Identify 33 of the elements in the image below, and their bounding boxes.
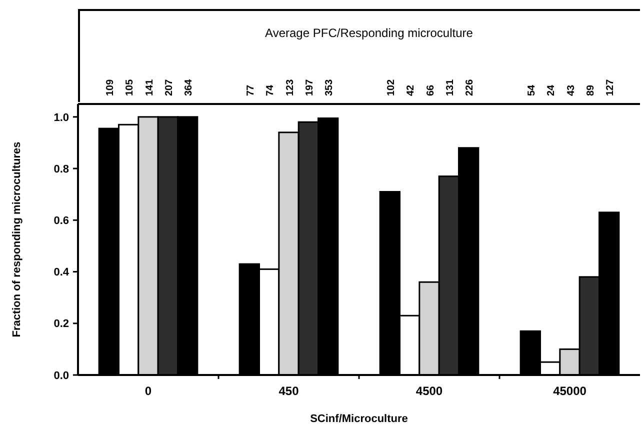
y-tick-label: 0.2 bbox=[54, 318, 69, 330]
text: 42 bbox=[406, 84, 417, 96]
text: 353 bbox=[324, 78, 336, 96]
text: Average PFC/Responding microculture bbox=[265, 26, 474, 40]
y-axis-title: Fraction of responding microcultures bbox=[11, 142, 23, 338]
text: 123 bbox=[284, 78, 296, 96]
text: 43 bbox=[566, 84, 577, 96]
text: 207 bbox=[164, 78, 175, 96]
text: 109 bbox=[104, 78, 116, 96]
x-tick-label: 450 bbox=[278, 384, 300, 398]
text: 54 bbox=[526, 84, 538, 96]
text: 364 bbox=[184, 78, 195, 96]
y-tick-label: 1.0 bbox=[54, 112, 69, 124]
text: 141 bbox=[144, 78, 156, 96]
y-tick-label: 0.4 bbox=[54, 266, 70, 279]
x-tick-label: 4500 bbox=[416, 384, 443, 398]
text: 226 bbox=[464, 78, 476, 96]
x-axis-title: SCinf/Microculture bbox=[310, 413, 408, 425]
text: 77 bbox=[245, 84, 256, 96]
text: 197 bbox=[304, 78, 316, 96]
text: 127 bbox=[605, 78, 616, 96]
text: 66 bbox=[425, 84, 436, 96]
y-tick-label: 0.6 bbox=[54, 214, 69, 227]
text: 102 bbox=[386, 78, 397, 96]
y-tick-label: 0.8 bbox=[54, 163, 69, 176]
text: 24 bbox=[546, 84, 558, 96]
text: 89 bbox=[585, 84, 596, 96]
x-tick-label: 45000 bbox=[553, 384, 587, 398]
y-tick-label: 0.0 bbox=[54, 370, 69, 382]
text: 131 bbox=[444, 78, 456, 96]
x-tick-label: 0 bbox=[144, 384, 152, 398]
text: 105 bbox=[124, 78, 136, 96]
text: 74 bbox=[265, 84, 276, 96]
